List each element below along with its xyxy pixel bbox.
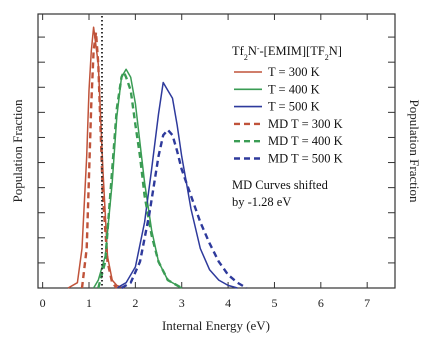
legend-title: Tf2N--[EMIM][TF2N] — [232, 44, 342, 62]
plot-frame — [37, 13, 396, 289]
x-axis-label: Internal Energy (eV) — [162, 318, 270, 333]
y-axis-label-right: Population Fraction — [407, 100, 422, 203]
y-axis-ticks — [38, 36, 395, 264]
series-line — [116, 81, 238, 289]
x-axis-tick-labels: 0 1 2 3 4 5 6 7 — [40, 296, 371, 310]
series-line — [80, 31, 118, 289]
x-tick-label: 4 — [225, 296, 231, 310]
legend-label: MD T = 300 K — [268, 117, 343, 131]
x-tick-label: 0 — [40, 296, 46, 310]
legend-label: T = 300 K — [268, 65, 320, 79]
annotation-line: by -1.28 eV — [232, 195, 291, 209]
annotation: MD Curves shifted by -1.28 eV — [232, 178, 329, 209]
series-line — [67, 26, 125, 289]
legend: Tf2N--[EMIM][TF2N] T = 300 KT = 400 KT =… — [232, 44, 343, 166]
series-layer — [67, 26, 248, 290]
legend-items: T = 300 K T = 400 K T = 500 K MD T = 300 K M… — [234, 65, 343, 166]
x-tick-label: 2 — [132, 296, 138, 310]
legend-label: MD T = 400 K — [268, 134, 343, 148]
y-axis-label: Population Fraction — [10, 99, 25, 202]
series-line — [97, 70, 183, 290]
series-line — [120, 128, 248, 290]
x-tick-label: 1 — [86, 296, 92, 310]
legend-label: MD T = 500 K — [268, 152, 343, 166]
annotation-line: MD Curves shifted — [232, 178, 329, 192]
x-tick-label: 3 — [179, 296, 185, 310]
legend-label: T = 500 K — [268, 100, 320, 114]
x-tick-label: 6 — [318, 296, 324, 310]
x-tick-label: 7 — [364, 296, 370, 310]
x-tick-label: 5 — [271, 296, 277, 310]
x-axis-ticks — [42, 14, 368, 288]
legend-label: T = 400 K — [268, 82, 320, 96]
